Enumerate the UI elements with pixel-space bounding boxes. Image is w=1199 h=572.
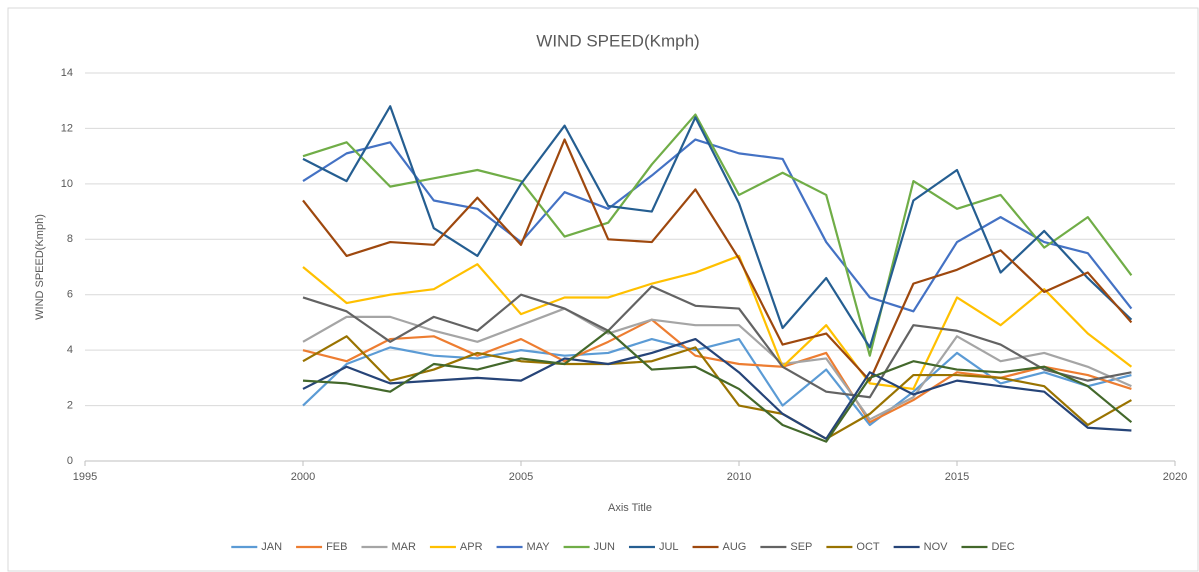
series-line xyxy=(302,138,1133,313)
chart-frame xyxy=(7,7,1199,572)
series-line xyxy=(302,113,1133,357)
legend-label: JUL xyxy=(659,541,679,553)
x-tick-label: 2005 xyxy=(509,471,533,483)
y-tick-label: 4 xyxy=(67,344,73,356)
series-line xyxy=(302,337,1132,440)
x-tick-label: 2020 xyxy=(1163,471,1187,483)
y-tick-label: 0 xyxy=(67,455,73,467)
series-line xyxy=(302,285,1132,399)
chart-title: WIND SPEED(Kmph) xyxy=(536,31,699,50)
legend-label: NOV xyxy=(924,541,949,553)
series-line xyxy=(302,307,1132,421)
series-line xyxy=(302,329,1133,443)
series-line xyxy=(302,138,1133,382)
series-line xyxy=(302,335,1132,440)
y-axis-title: WIND SPEED(Kmph) xyxy=(34,214,46,320)
legend-label: MAR xyxy=(391,541,416,553)
series-line xyxy=(302,105,1133,349)
y-tick-label: 8 xyxy=(67,233,73,245)
legend-label: DEC xyxy=(991,541,1014,553)
legend-label: JUN xyxy=(594,541,615,553)
series-line xyxy=(302,254,1133,391)
legend-label: APR xyxy=(460,541,483,553)
legend-label: FEB xyxy=(326,541,347,553)
y-tick-label: 2 xyxy=(67,399,73,411)
legend-label: MAY xyxy=(527,541,551,553)
x-tick-label: 1995 xyxy=(73,471,97,483)
x-tick-label: 2000 xyxy=(291,471,315,483)
legend-label: SEP xyxy=(790,541,812,553)
x-tick-label: 2015 xyxy=(945,471,969,483)
y-tick-label: 12 xyxy=(61,122,73,134)
legend-label: OCT xyxy=(856,541,880,553)
y-tick-label: 6 xyxy=(67,289,73,301)
legend-label: JAN xyxy=(261,541,282,553)
x-tick-label: 2010 xyxy=(727,471,751,483)
legend-label: AUG xyxy=(723,541,747,553)
y-tick-label: 10 xyxy=(61,178,73,190)
y-tick-label: 14 xyxy=(61,67,73,79)
x-axis-title: Axis Title xyxy=(608,502,652,514)
